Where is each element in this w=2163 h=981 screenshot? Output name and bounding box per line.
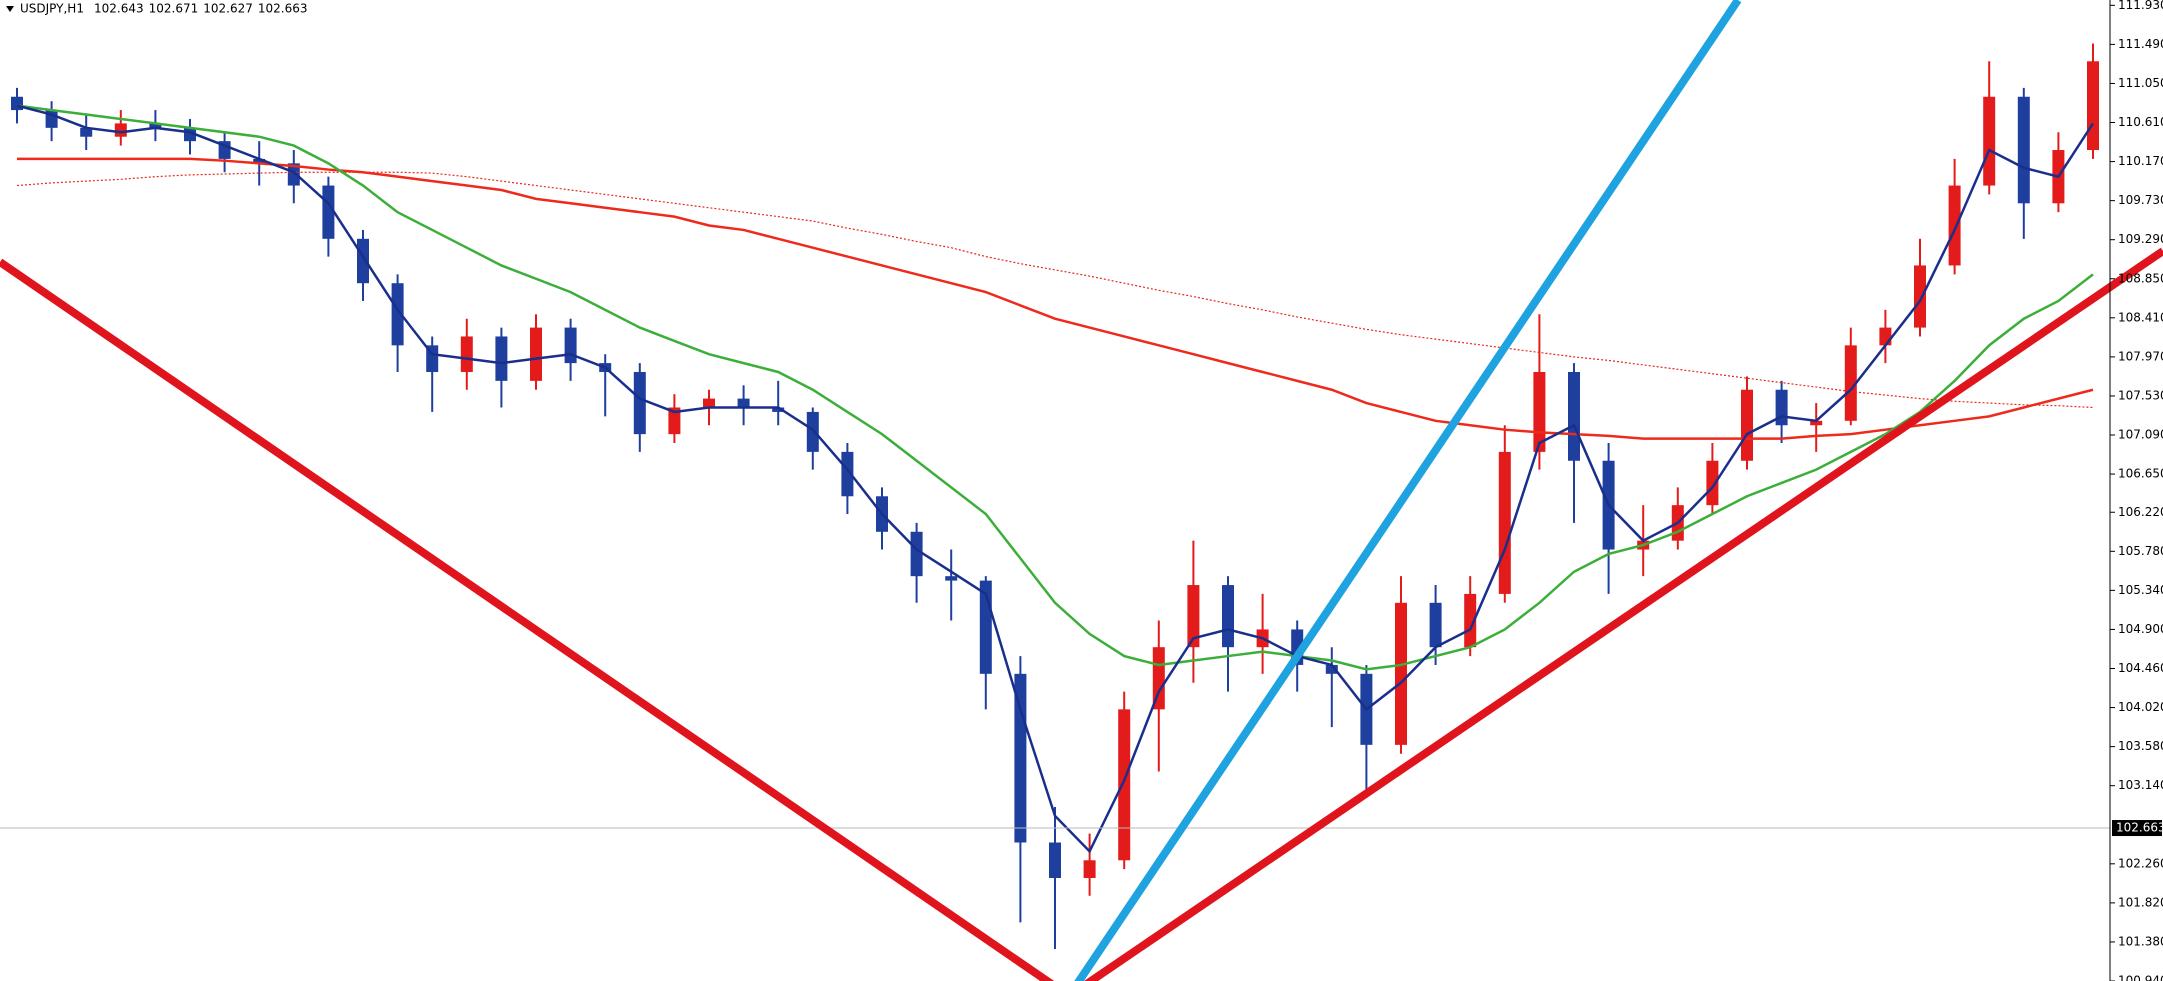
y-tick-label: 106.220 xyxy=(2118,505,2163,519)
y-tick-label: 109.730 xyxy=(2118,193,2163,207)
plot-area xyxy=(0,43,2110,950)
y-tick-label: 108.410 xyxy=(2118,310,2163,324)
candle-body xyxy=(80,127,93,137)
candle-body xyxy=(460,336,473,372)
candle-body xyxy=(2017,96,2030,204)
y-tick-label: 107.970 xyxy=(2118,349,2163,363)
candle-body xyxy=(1741,389,1753,461)
y-tick-label: 104.460 xyxy=(2118,661,2163,675)
quote: 102.627 xyxy=(203,2,253,16)
candle-body xyxy=(806,411,819,452)
y-tick-label: 111.050 xyxy=(2118,76,2163,90)
y-tick-label: 103.580 xyxy=(2118,739,2163,753)
y-tick-label: 105.340 xyxy=(2118,583,2163,597)
candle-body xyxy=(1395,602,1407,745)
candle-body xyxy=(703,398,715,408)
candle-body xyxy=(530,327,542,381)
candle-body xyxy=(1152,647,1165,710)
candle-body xyxy=(841,451,854,497)
y-tick-label: 108.850 xyxy=(2118,271,2163,285)
candle-body xyxy=(11,96,23,111)
y-tick-label: 110.170 xyxy=(2118,154,2163,168)
candle-body xyxy=(1498,451,1511,594)
y-tick-label: 102.260 xyxy=(2118,856,2163,870)
y-tick-label: 106.650 xyxy=(2118,467,2163,481)
y-tick-label: 111.930 xyxy=(2118,0,2163,12)
candle-body xyxy=(114,123,127,137)
candle-body xyxy=(564,327,577,364)
quote: 102.671 xyxy=(149,2,199,16)
y-tick-label: 109.290 xyxy=(2118,232,2163,246)
moving-average xyxy=(16,104,2094,671)
trend-line xyxy=(1083,247,2163,981)
y-tick-label: 107.090 xyxy=(2118,428,2163,442)
candle-body xyxy=(1983,96,1996,186)
candle-body xyxy=(1948,185,1961,266)
candle-body xyxy=(910,531,923,577)
y-tick-label: 101.820 xyxy=(2118,895,2163,909)
candle-body xyxy=(149,123,162,128)
candle-body xyxy=(633,371,646,435)
candle-body xyxy=(1049,842,1061,879)
last-price-label: 102.663 xyxy=(2116,821,2163,835)
y-tick-label: 103.140 xyxy=(2118,778,2163,792)
candle-body xyxy=(1429,602,1442,648)
candle-body xyxy=(1879,327,1892,346)
candle-body xyxy=(2087,61,2099,151)
candle-body xyxy=(391,283,404,346)
symbol: USDJPY,H1 xyxy=(20,2,84,16)
y-tick-label: 100.940 xyxy=(2118,974,2163,981)
candle-body xyxy=(1568,371,1580,461)
y-tick-label: 111.490 xyxy=(2118,37,2163,51)
y-tick-label: 101.380 xyxy=(2118,934,2163,948)
candle-body xyxy=(1187,585,1200,648)
candle-body xyxy=(737,398,750,408)
candle-body xyxy=(1844,345,1857,421)
candle-body xyxy=(1325,664,1338,674)
candle-body xyxy=(1118,709,1131,861)
y-tick-label: 107.530 xyxy=(2118,388,2163,402)
menu-arrow xyxy=(6,6,14,12)
y-tick-label: 110.610 xyxy=(2118,115,2163,129)
trend-line xyxy=(1074,0,1742,981)
axis-labels: 111.930 111.490 111.050 110.610 110.170 109.7… xyxy=(2110,0,2163,981)
quote: 102.663 xyxy=(258,2,308,16)
y-tick-label: 104.900 xyxy=(2118,622,2163,636)
candle-body xyxy=(1083,860,1096,879)
candle-body xyxy=(1464,593,1477,648)
quote: 102.643 xyxy=(94,2,144,16)
candle-body xyxy=(945,576,958,581)
y-tick-label: 105.780 xyxy=(2118,544,2163,558)
last-price-box xyxy=(2112,820,2162,837)
candle-body xyxy=(322,185,335,239)
moving-average xyxy=(16,104,2095,854)
candle-body xyxy=(287,163,300,186)
moving-average xyxy=(17,157,2094,440)
candle-body xyxy=(1914,265,1926,328)
trend-line xyxy=(0,258,1055,981)
y-tick-label: 104.020 xyxy=(2118,700,2163,714)
candle-body xyxy=(668,407,681,435)
candle-body xyxy=(1810,420,1823,426)
candle-body xyxy=(772,407,785,412)
candle-body xyxy=(1706,460,1719,506)
candle-body xyxy=(253,158,266,164)
candle-body xyxy=(1222,585,1234,648)
candle-body xyxy=(495,336,508,381)
